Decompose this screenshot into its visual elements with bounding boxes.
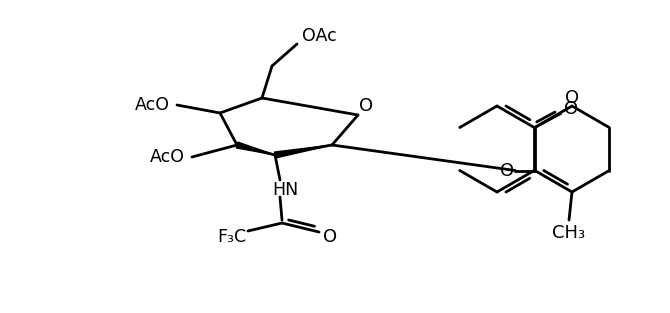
Text: O: O bbox=[563, 100, 578, 117]
Text: CH₃: CH₃ bbox=[553, 224, 586, 242]
Polygon shape bbox=[275, 145, 332, 158]
Text: O: O bbox=[500, 162, 515, 179]
Text: AcO: AcO bbox=[135, 96, 170, 114]
Text: HN: HN bbox=[272, 181, 298, 199]
Text: AcO: AcO bbox=[149, 148, 184, 166]
Text: F₃C: F₃C bbox=[218, 228, 247, 246]
Text: O: O bbox=[565, 89, 579, 107]
Polygon shape bbox=[237, 142, 275, 155]
Text: OAc: OAc bbox=[302, 27, 336, 45]
Text: O: O bbox=[323, 228, 337, 246]
Text: O: O bbox=[359, 97, 373, 115]
